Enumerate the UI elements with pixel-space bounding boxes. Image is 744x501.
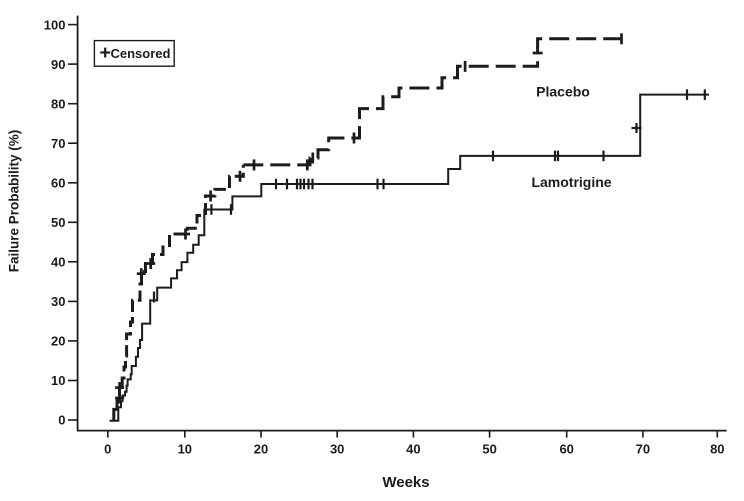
svg-text:Placebo: Placebo [536,84,590,100]
svg-text:10: 10 [51,373,65,388]
svg-text:20: 20 [51,334,65,349]
svg-text:40: 40 [51,255,65,270]
svg-text:60: 60 [51,176,65,191]
svg-text:60: 60 [559,442,573,457]
svg-text:40: 40 [406,442,420,457]
svg-text:30: 30 [51,294,65,309]
svg-text:20: 20 [254,442,268,457]
svg-text:Failure Probability (%): Failure Probability (%) [7,130,22,273]
svg-text:90: 90 [51,57,65,72]
svg-text:50: 50 [51,215,65,230]
svg-text:70: 70 [51,136,65,151]
svg-text:10: 10 [178,442,192,457]
svg-text:70: 70 [636,442,650,457]
svg-text:80: 80 [51,96,65,111]
svg-text:50: 50 [482,442,496,457]
svg-text:Censored: Censored [111,46,171,61]
svg-text:Weeks: Weeks [382,474,429,491]
svg-text:100: 100 [44,17,66,32]
svg-text:Lamotrigine: Lamotrigine [531,174,611,190]
svg-text:0: 0 [58,413,65,428]
svg-text:30: 30 [330,442,344,457]
svg-text:0: 0 [104,442,111,457]
svg-text:80: 80 [710,442,724,457]
